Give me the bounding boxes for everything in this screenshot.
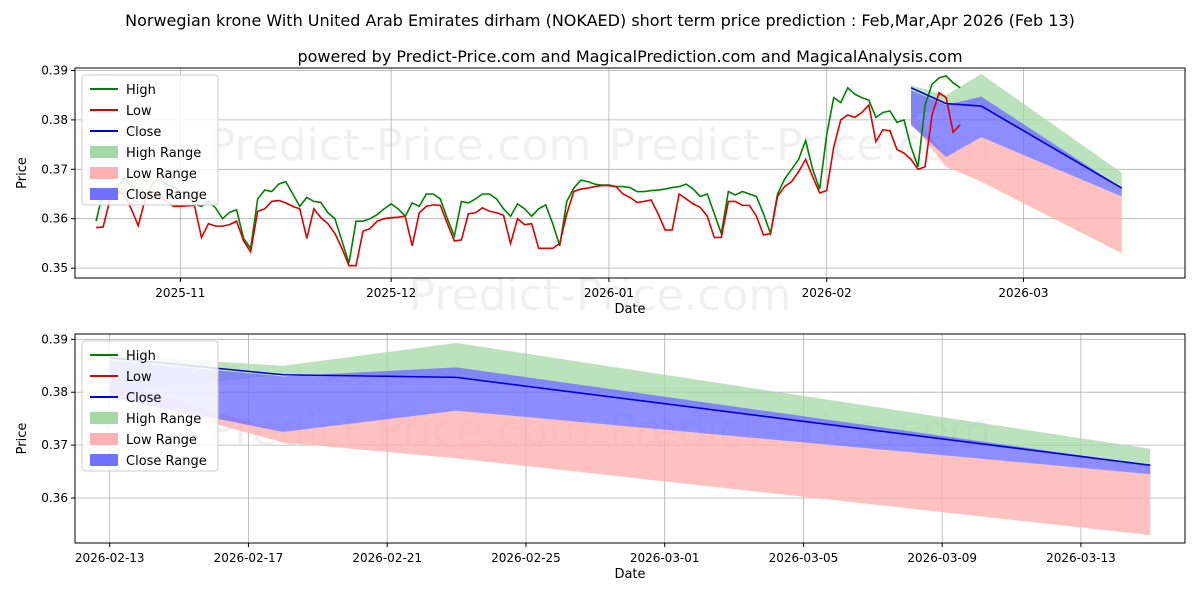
x-tick-label: 2025-11 (155, 286, 205, 300)
legend-label: Close (126, 125, 161, 140)
x-tick-label: 2025-12 (366, 286, 416, 300)
legend-label: Low Range (126, 433, 197, 448)
plot-frame (74, 67, 1186, 279)
high-series-line (95, 75, 961, 264)
top-panel: Predict-Price.com Predict-Price.comPredic… (15, 63, 1186, 321)
legend-label: Low (126, 370, 152, 385)
legend-swatch (90, 454, 118, 466)
close-series-line (910, 87, 1123, 189)
legend-swatch (90, 188, 118, 200)
y-tick-label: 0.36 (41, 491, 68, 505)
legend-label: High (126, 83, 156, 98)
y-tick-label: 0.38 (41, 113, 68, 127)
legend-label: Low Range (126, 167, 197, 182)
legend-label: High Range (126, 146, 201, 161)
watermark-text: Predict-Price.com (209, 120, 592, 171)
legend-swatch (90, 412, 118, 424)
legend-label: High (126, 349, 156, 364)
x-tick-label: 2026-02 (802, 286, 852, 300)
legend-label: High Range (126, 412, 201, 427)
y-axis-label: Price (15, 157, 30, 189)
y-tick-label: 0.39 (41, 63, 68, 77)
x-axis-label: Date (614, 567, 645, 582)
legend-label: Close (126, 391, 161, 406)
y-tick-label: 0.39 (41, 332, 68, 346)
x-tick-label: 2026-02-17 (214, 551, 284, 565)
x-tick-label: 2026-03-01 (630, 551, 700, 565)
low-series-line (96, 91, 961, 267)
close-range-band (911, 90, 1122, 197)
close-range-band (109, 360, 1151, 475)
low-range-band (911, 110, 1122, 254)
chart-title: Norwegian krone With United Arab Emirate… (125, 11, 1075, 30)
y-tick-label: 0.35 (41, 261, 68, 275)
x-tick-label: 2026-03 (998, 286, 1048, 300)
legend-swatch (90, 433, 118, 445)
y-tick-label: 0.37 (41, 438, 68, 452)
y-tick-label: 0.36 (41, 212, 68, 226)
x-tick-label: 2026-01 (584, 286, 634, 300)
x-tick-label: 2026-03-13 (1046, 551, 1116, 565)
plot-frame (74, 333, 1186, 544)
x-tick-label: 2026-02-13 (75, 551, 145, 565)
x-tick-label: 2026-03-05 (769, 551, 839, 565)
y-tick-label: 0.37 (41, 162, 68, 176)
bottom-panel: Predict-Price.comPredict-Price.com2026-0… (15, 332, 1186, 582)
legend-swatch (90, 146, 118, 158)
legend-label: Close Range (126, 188, 207, 203)
x-axis-label: Date (614, 302, 645, 317)
low-range-band (109, 381, 1151, 536)
y-tick-label: 0.38 (41, 385, 68, 399)
x-tick-label: 2026-03-09 (907, 551, 977, 565)
x-tick-label: 2026-02-21 (352, 551, 422, 565)
y-axis-label: Price (15, 423, 30, 455)
x-tick-label: 2026-02-25 (491, 551, 561, 565)
chart-subtitle: powered by Predict-Price.com and Magical… (297, 47, 962, 66)
legend-label: Close Range (126, 454, 207, 469)
legend-label: Low (126, 104, 152, 119)
legend-swatch (90, 167, 118, 179)
